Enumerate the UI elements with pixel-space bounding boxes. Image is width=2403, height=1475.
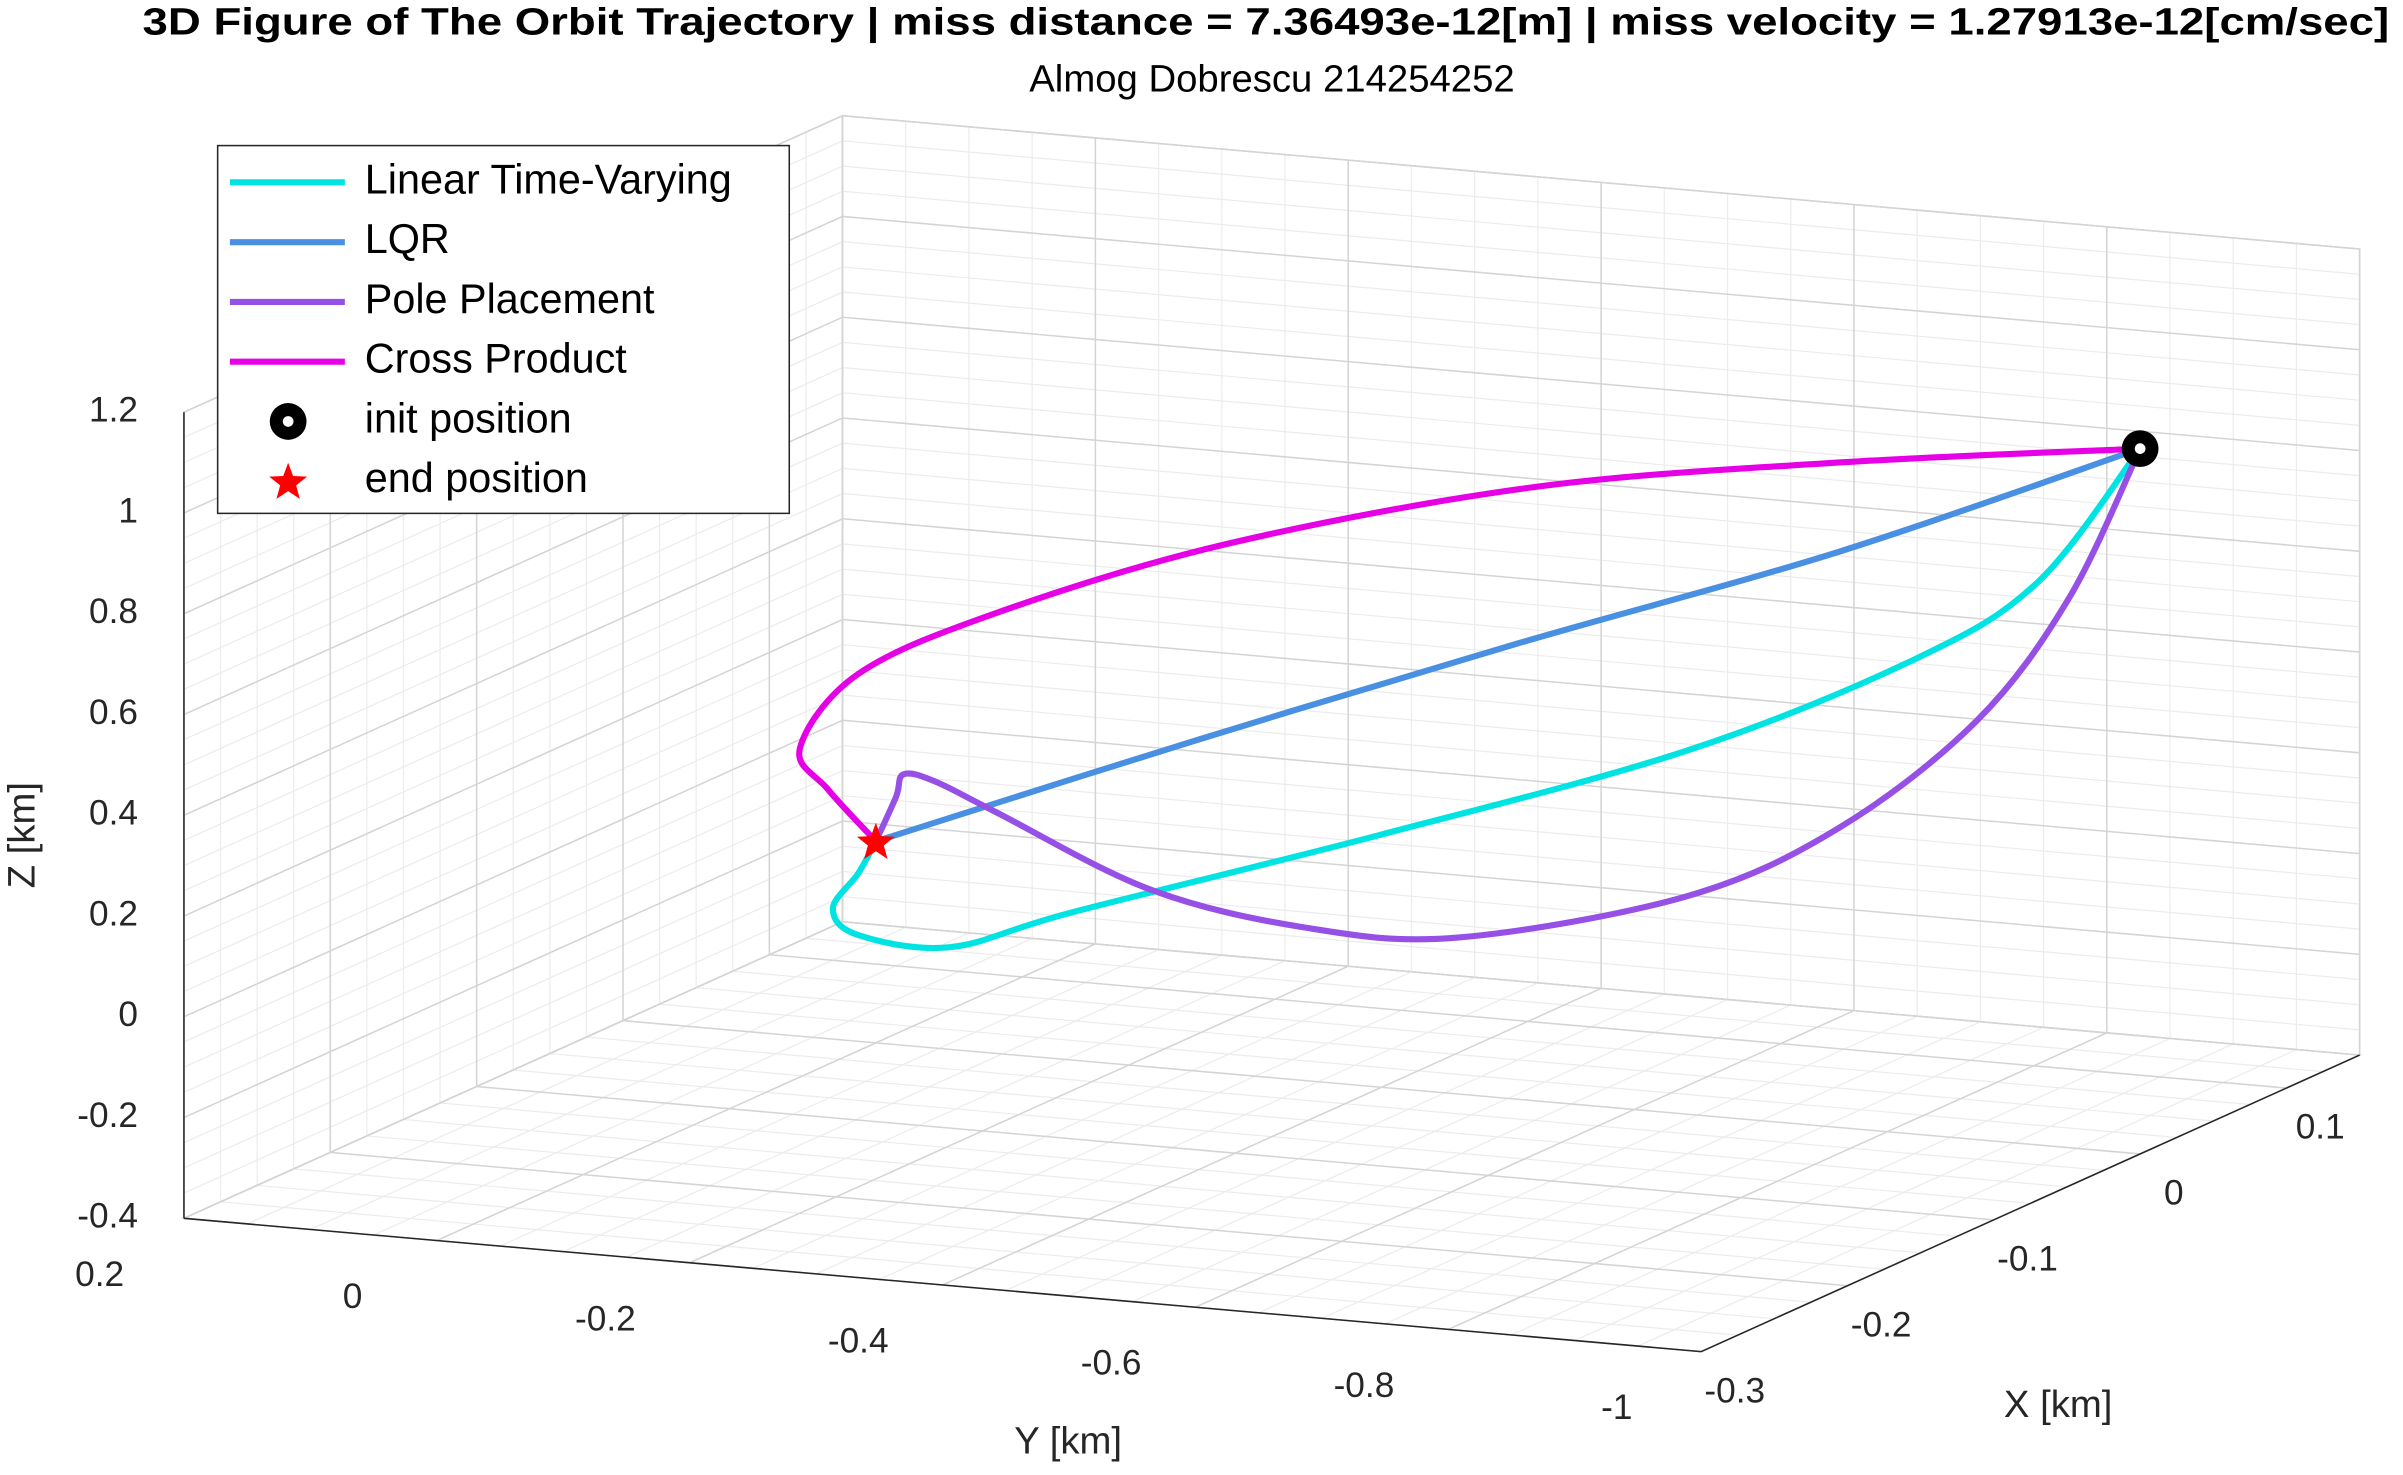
legend-label: LQR xyxy=(365,216,450,262)
y-tick-label: -0.4 xyxy=(828,1322,889,1361)
axis-line xyxy=(183,1217,1702,1353)
x-tick-label: 0.1 xyxy=(2296,1108,2345,1147)
grid-line xyxy=(183,417,2360,716)
z-axis-label: Z [km] xyxy=(1,782,44,888)
grid-line xyxy=(183,618,2360,917)
z-tick-label: 0.2 xyxy=(89,894,138,933)
legend-swatch-inner xyxy=(282,416,294,427)
y-tick-label: -0.8 xyxy=(1334,1366,1395,1405)
legend-label: Cross Product xyxy=(365,336,628,382)
grid-line xyxy=(183,316,2360,615)
grid-line xyxy=(183,517,2360,816)
end-marker xyxy=(856,822,895,859)
legend-box xyxy=(216,144,791,515)
y-axis-label: Y [km] xyxy=(1014,1420,1122,1463)
z-tick-label: -0.4 xyxy=(77,1197,138,1236)
z-tick-label: 0.8 xyxy=(89,592,138,631)
x-tick-label: -0.3 xyxy=(1704,1371,1765,1410)
trajectory-line xyxy=(829,445,2144,952)
x-axis-label: X [km] xyxy=(2004,1383,2113,1426)
y-tick-label: -0.6 xyxy=(1081,1344,1142,1383)
z-tick-label: 0.6 xyxy=(89,693,138,732)
legend: Linear Time-Varying LQR Pole Placement Cros… xyxy=(216,144,791,515)
chart-subtitle: Almog Dobrescu 214254252 xyxy=(1029,57,1514,100)
grid-line xyxy=(183,920,2360,1220)
chart-title: 3D Figure of The Orbit Trajectory | miss… xyxy=(143,1,2390,44)
z-tick-label: 1 xyxy=(118,491,138,530)
legend-label: Pole Placement xyxy=(365,276,655,322)
y-tick-label: -1 xyxy=(1601,1388,1632,1427)
z-tick-label: 0.4 xyxy=(89,794,138,833)
legend-label: end position xyxy=(365,455,588,501)
z-tick-label: 0 xyxy=(118,995,138,1034)
plot-area xyxy=(796,430,2159,952)
legend-label: Linear Time-Varying xyxy=(365,156,732,202)
axis-line xyxy=(1700,1054,2360,1353)
marker-inner xyxy=(2134,443,2146,454)
trajectory-line xyxy=(872,445,2144,943)
trajectory-line xyxy=(872,445,2144,845)
legend-swatch xyxy=(269,462,308,499)
y-tick-label: -0.2 xyxy=(575,1299,636,1338)
legend-label: init position xyxy=(365,395,572,441)
grid-line xyxy=(183,820,2360,1119)
x-tick-label: -0.2 xyxy=(1851,1305,1912,1344)
axes: -0.3 -0.2 -0.1 0 0.1 -1 -0.8 -0.6 -0.4 -0.2 0 0.2 -0… xyxy=(75,391,2360,1427)
x-tick-label: -0.1 xyxy=(1997,1240,2058,1279)
init-marker xyxy=(2121,430,2159,468)
grid-line xyxy=(183,719,2360,1018)
z-tick-label: -0.2 xyxy=(77,1096,138,1135)
trajectory-line xyxy=(796,445,2144,845)
z-tick-label: 1.2 xyxy=(89,391,138,430)
x-tick-label: 0 xyxy=(2164,1174,2184,1213)
y-tick-label: 0 xyxy=(343,1277,363,1316)
y-tick-label: 0.2 xyxy=(75,1255,124,1294)
